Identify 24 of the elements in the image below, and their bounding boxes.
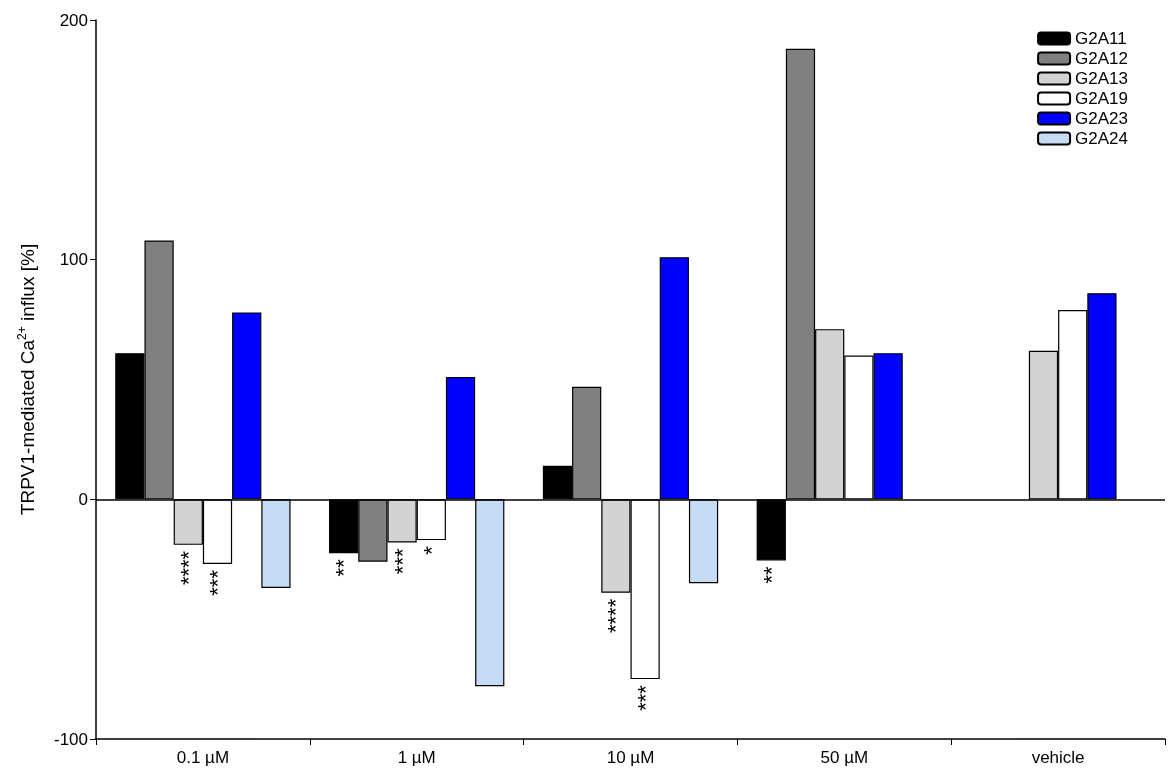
legend-label: G2A11 bbox=[1075, 29, 1127, 48]
annotation: *** bbox=[632, 684, 658, 711]
x-tick-label: 1 µM bbox=[397, 748, 436, 767]
x-tick-label: 10 µM bbox=[606, 748, 655, 767]
annotation: ** bbox=[758, 566, 784, 584]
legend-label: G2A19 bbox=[1075, 89, 1129, 108]
annotation: **** bbox=[175, 550, 201, 586]
x-tick-label: vehicle bbox=[1031, 748, 1085, 767]
annotation: **** bbox=[603, 598, 629, 634]
legend-label: G2A12 bbox=[1075, 49, 1129, 68]
y-tick-label: 100 bbox=[59, 250, 88, 270]
y-axis-title: TRPV1-mediated Ca2+ influx [%] bbox=[15, 243, 38, 516]
annotation: *** bbox=[205, 569, 231, 596]
y-tick-label: 0 bbox=[78, 489, 88, 509]
annotation: *** bbox=[389, 548, 415, 575]
legend-label: G2A24 bbox=[1075, 129, 1129, 148]
y-tick-label: -100 bbox=[53, 729, 88, 749]
x-tick-label: 50 µM bbox=[820, 748, 869, 767]
legend-label: G2A23 bbox=[1075, 109, 1129, 128]
annotation: * bbox=[418, 545, 444, 555]
y-tick-label: 200 bbox=[59, 10, 88, 30]
x-tick-label: 0.1 µM bbox=[176, 748, 230, 767]
legend-label: G2A13 bbox=[1075, 69, 1129, 88]
annotation: ** bbox=[331, 558, 357, 577]
